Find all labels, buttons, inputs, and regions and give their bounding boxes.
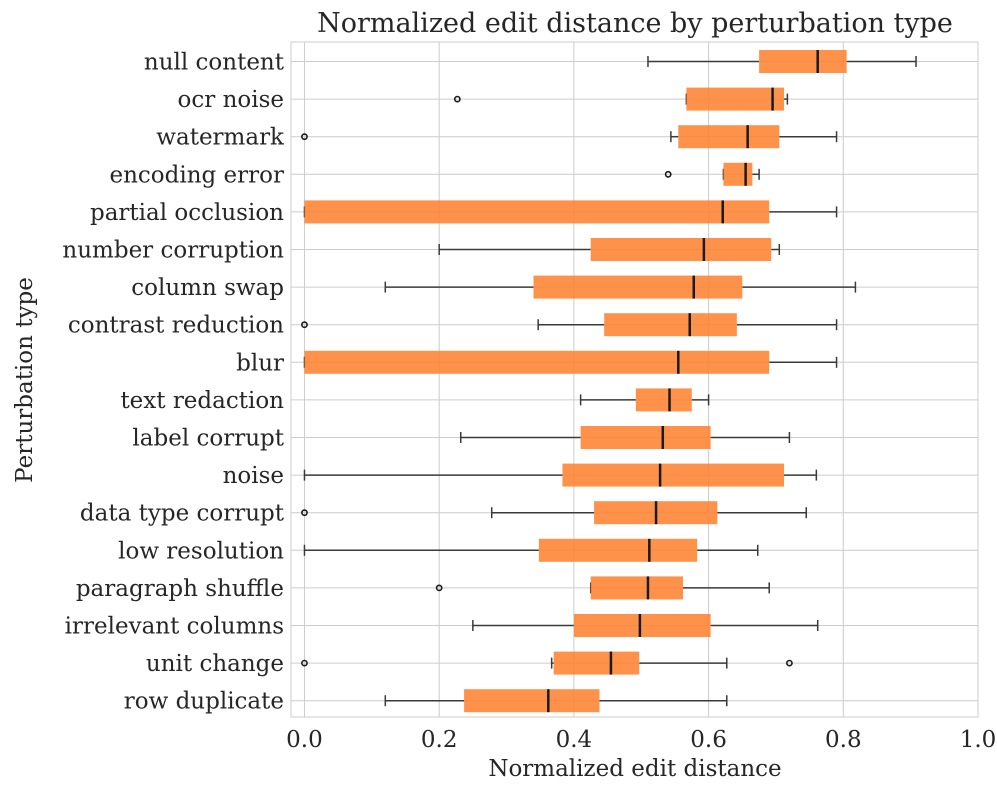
outlier-point [435, 584, 443, 592]
box-iqr [678, 125, 780, 149]
outlier-point [301, 321, 308, 329]
category-label: watermark [156, 125, 285, 151]
category-label: blur [236, 350, 284, 376]
category-label: ocr noise [178, 87, 284, 113]
x-axis-label: Normalized edit distance [488, 756, 781, 782]
category-labels: null content ocr noise watermark encoding e… [62, 50, 285, 715]
box-iqr [562, 463, 785, 487]
category-label: column swap [131, 275, 284, 301]
category-label: contrast reduction [68, 313, 284, 339]
box-iqr [604, 313, 737, 337]
box-group [472, 614, 819, 637]
box-group [301, 313, 838, 337]
box-group [303, 463, 818, 487]
outlier-point [301, 659, 308, 667]
outlier-point [664, 170, 672, 178]
x-tick-label: 0.6 [690, 727, 727, 753]
chart-title: Normalized edit distance by perturbation… [317, 8, 953, 39]
box-iqr [533, 275, 743, 299]
box-iqr [553, 651, 640, 675]
box-group [647, 50, 917, 73]
category-label: unit change [146, 651, 284, 677]
box-iqr [635, 388, 692, 412]
box-group [579, 388, 710, 412]
x-tick-label: 0.2 [421, 727, 458, 753]
box-group [459, 426, 791, 449]
category-label: irrelevant columns [65, 614, 284, 640]
box-iqr [304, 200, 770, 224]
outlier-point [453, 95, 461, 103]
category-label: text redaction [120, 388, 284, 414]
x-tick-label: 0.0 [286, 727, 323, 753]
x-tick-label: 1.0 [960, 727, 997, 753]
box-group [435, 576, 770, 600]
outlier-point [301, 133, 308, 141]
plot-area-frame [290, 41, 979, 718]
x-tick-label: 0.4 [556, 727, 593, 753]
box-iqr [723, 162, 753, 186]
category-label: label corrupt [132, 426, 284, 452]
category-label: null content [144, 50, 285, 76]
box-iqr [686, 87, 785, 111]
plot-layer [301, 50, 917, 713]
box-iqr [573, 614, 711, 637]
category-label: number corruption [62, 238, 284, 264]
box-group [303, 350, 838, 374]
box-group [301, 651, 793, 675]
box-group [384, 689, 728, 713]
box-group [664, 162, 760, 186]
y-axis-label: Perturbation type [12, 277, 38, 483]
box-group [301, 501, 807, 525]
box-iqr [580, 426, 711, 449]
category-label: noise [223, 463, 284, 489]
box-group [301, 125, 838, 149]
x-tick-label: 0.8 [825, 727, 862, 753]
outlier-point [786, 659, 793, 667]
box-iqr [590, 238, 772, 261]
box-group [384, 275, 857, 299]
category-label: paragraph shuffle [76, 576, 284, 602]
box-iqr [538, 538, 698, 562]
box-group [303, 200, 838, 224]
box-group [453, 87, 789, 111]
x-tick-labels: 0.0 0.2 0.4 0.6 0.8 1.0 [286, 727, 996, 753]
box-iqr [464, 689, 600, 713]
outlier-point [301, 509, 308, 517]
category-label: row duplicate [124, 689, 284, 715]
category-label: low resolution [118, 538, 284, 564]
box-iqr [759, 50, 847, 73]
box-iqr [304, 350, 770, 374]
box-group [438, 238, 781, 261]
category-label: data type corrupt [80, 501, 285, 527]
category-label: encoding error [109, 162, 284, 188]
category-label: partial occlusion [90, 200, 284, 226]
box-iqr [590, 576, 683, 600]
box-group [303, 538, 759, 562]
